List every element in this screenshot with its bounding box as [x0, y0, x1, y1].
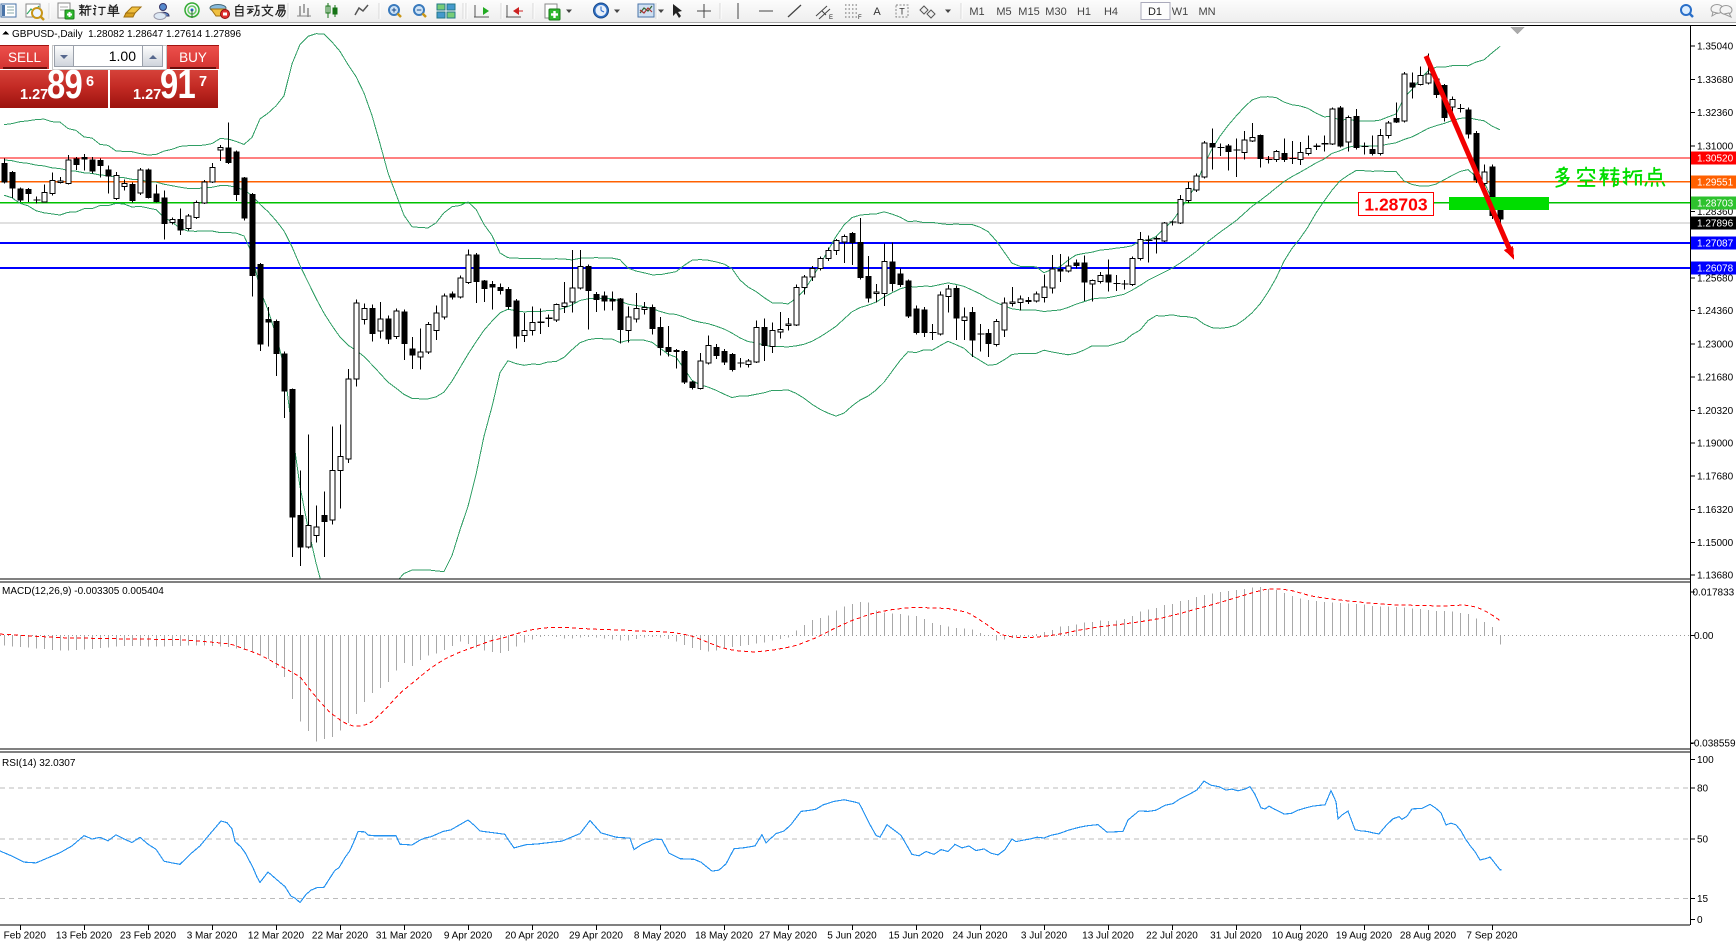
svg-text:18 May 2020: 18 May 2020 [695, 931, 753, 942]
svg-text:15: 15 [1697, 894, 1709, 905]
svg-text:5 Jun 2020: 5 Jun 2020 [827, 931, 877, 942]
svg-text:1.27087: 1.27087 [1697, 239, 1734, 250]
svg-text:1.28360: 1.28360 [1697, 207, 1734, 218]
svg-text:1.15000: 1.15000 [1697, 538, 1734, 549]
svg-text:1.13680: 1.13680 [1697, 571, 1734, 582]
svg-text:31 Jul 2020: 31 Jul 2020 [1210, 931, 1262, 942]
svg-text:8 May 2020: 8 May 2020 [634, 931, 687, 942]
svg-text:19 Aug 2020: 19 Aug 2020 [1336, 931, 1393, 942]
svg-text:M30: M30 [1045, 6, 1066, 18]
svg-text:1.32360: 1.32360 [1697, 108, 1734, 119]
svg-text:MN: MN [1198, 6, 1215, 18]
svg-text:1.23000: 1.23000 [1697, 340, 1734, 351]
svg-text:W1: W1 [1172, 6, 1189, 18]
svg-text:80: 80 [1697, 783, 1709, 794]
svg-text:1.30520: 1.30520 [1697, 153, 1734, 164]
svg-text:3 Jul 2020: 3 Jul 2020 [1021, 931, 1068, 942]
svg-text:A: A [873, 6, 881, 18]
svg-text:1.25680: 1.25680 [1697, 273, 1734, 284]
svg-text:24 Jun 2020: 24 Jun 2020 [952, 931, 1007, 942]
svg-text:−: − [416, 5, 421, 15]
svg-text:1.21680: 1.21680 [1697, 372, 1734, 383]
svg-text:M1: M1 [969, 6, 984, 18]
svg-text:M5: M5 [996, 6, 1011, 18]
svg-text:13 Jul 2020: 13 Jul 2020 [1082, 931, 1134, 942]
svg-text:31 Mar 2020: 31 Mar 2020 [376, 931, 433, 942]
svg-text:1.27896: 1.27896 [1697, 218, 1734, 229]
svg-text:20 Apr 2020: 20 Apr 2020 [505, 931, 559, 942]
svg-text:M15: M15 [1018, 6, 1039, 18]
svg-text:1.35040: 1.35040 [1697, 42, 1734, 53]
svg-text:29 Apr 2020: 29 Apr 2020 [569, 931, 623, 942]
svg-text:E: E [829, 15, 833, 21]
svg-text:0.017833: 0.017833 [1693, 588, 1735, 599]
svg-text:22 Jul 2020: 22 Jul 2020 [1146, 931, 1198, 942]
svg-text:H1: H1 [1077, 6, 1091, 18]
svg-text:Feb 2020: Feb 2020 [4, 931, 47, 942]
svg-text:22 Mar 2020: 22 Mar 2020 [312, 931, 369, 942]
svg-text:GBPUSD-,Daily 1.28082 1.28647: GBPUSD-,Daily 1.28082 1.28647 1.27614 1.… [12, 29, 241, 40]
svg-text:+: + [391, 5, 396, 15]
svg-text:1.19000: 1.19000 [1697, 439, 1734, 450]
svg-text:7 Sep 2020: 7 Sep 2020 [1466, 931, 1518, 942]
svg-text:1.24360: 1.24360 [1697, 306, 1734, 317]
svg-text:1.28703: 1.28703 [1364, 195, 1428, 215]
svg-text:0: 0 [1697, 915, 1703, 926]
svg-text:100: 100 [1697, 755, 1714, 766]
svg-text:10 Aug 2020: 10 Aug 2020 [1272, 931, 1329, 942]
svg-text:23 Feb 2020: 23 Feb 2020 [120, 931, 177, 942]
svg-text:T: T [899, 7, 905, 17]
svg-text:1.33680: 1.33680 [1697, 75, 1734, 86]
svg-text:F: F [858, 15, 862, 21]
svg-text:27 May 2020: 27 May 2020 [759, 931, 817, 942]
svg-text:D1: D1 [1148, 6, 1162, 18]
svg-text:-0.038559: -0.038559 [1691, 739, 1736, 750]
svg-text:MACD(12,26,9) -0.003305 0.0054: MACD(12,26,9) -0.003305 0.005404 [2, 586, 164, 597]
svg-text:28 Aug 2020: 28 Aug 2020 [1400, 931, 1457, 942]
svg-text:13 Feb 2020: 13 Feb 2020 [56, 931, 113, 942]
svg-text:12 Mar 2020: 12 Mar 2020 [248, 931, 305, 942]
svg-text:3 Mar 2020: 3 Mar 2020 [187, 931, 238, 942]
svg-text:RSI(14) 32.0307: RSI(14) 32.0307 [2, 758, 76, 769]
svg-text:1.31000: 1.31000 [1697, 142, 1734, 153]
svg-text:1.20320: 1.20320 [1697, 406, 1734, 417]
svg-text:0.00: 0.00 [1694, 631, 1714, 642]
svg-text:9 Apr 2020: 9 Apr 2020 [444, 931, 493, 942]
svg-text:50: 50 [1697, 835, 1709, 846]
svg-text:1.17680: 1.17680 [1697, 471, 1734, 482]
svg-text:1.29551: 1.29551 [1697, 177, 1734, 188]
svg-text:1.28703: 1.28703 [1697, 198, 1734, 209]
svg-text:H4: H4 [1104, 6, 1118, 18]
svg-text:1.16320: 1.16320 [1697, 505, 1734, 516]
svg-text:1.26078: 1.26078 [1697, 264, 1734, 275]
svg-text:15 Jun 2020: 15 Jun 2020 [888, 931, 943, 942]
